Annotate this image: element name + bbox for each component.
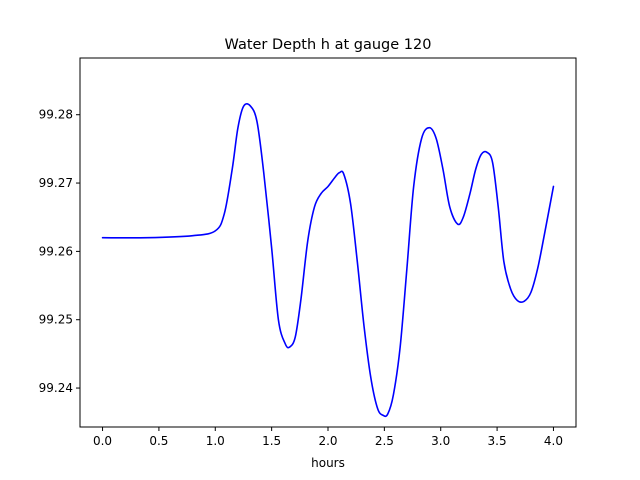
- y-tick-label: 99.26: [39, 244, 73, 258]
- x-tick-label: 4.0: [544, 434, 563, 448]
- x-tick-label: 0.5: [149, 434, 168, 448]
- x-tick-label: 3.0: [431, 434, 450, 448]
- series-line-0: [101, 103, 555, 418]
- x-tick-label: 2.5: [375, 434, 394, 448]
- x-tick-label: 1.5: [262, 434, 281, 448]
- x-axis: 0.0 0.5 1.0 1.5 2.0 2.5 3.0 3.5 4.0: [93, 427, 563, 448]
- x-tick-label: 1.0: [206, 434, 225, 448]
- y-tick-label: 99.28: [39, 108, 73, 122]
- x-tick-label: 3.5: [488, 434, 507, 448]
- y-axis: 99.24 99.25 99.26 99.27 99.28: [39, 108, 80, 395]
- chart-title: Water Depth h at gauge 120: [225, 37, 432, 53]
- plot-area: [101, 103, 555, 418]
- x-tick-label: 2.0: [318, 434, 337, 448]
- y-tick-label: 99.27: [39, 176, 73, 190]
- y-tick-label: 99.25: [39, 313, 73, 327]
- x-tick-label: 0.0: [93, 434, 112, 448]
- x-axis-title: hours: [311, 456, 345, 470]
- y-tick-label: 99.24: [39, 381, 73, 395]
